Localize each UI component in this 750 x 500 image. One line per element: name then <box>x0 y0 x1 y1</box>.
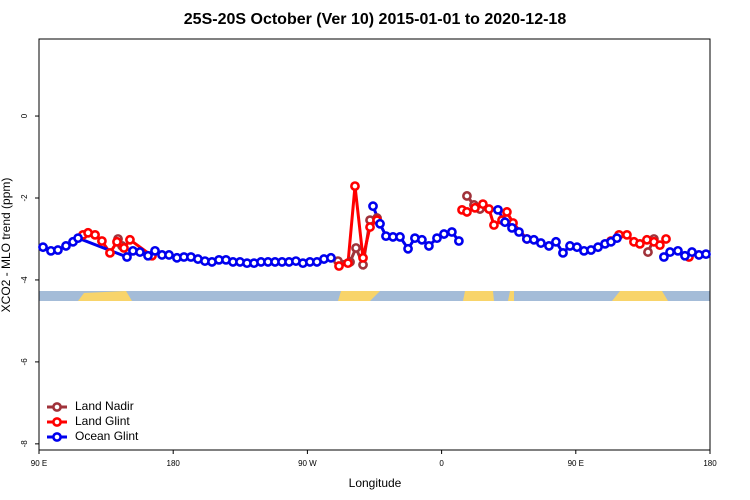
data-point <box>375 218 385 229</box>
data-point <box>143 250 153 261</box>
data-point <box>701 249 711 260</box>
data-point <box>432 233 442 244</box>
data-point <box>484 204 494 214</box>
land-mask <box>39 291 710 301</box>
x-tick-label: 90 E <box>31 459 47 468</box>
data-point <box>572 242 582 253</box>
land-patch <box>78 291 132 301</box>
x-tick-label: 180 <box>167 459 181 468</box>
data-point <box>622 229 632 240</box>
data-point <box>135 247 145 257</box>
x-tick-label: 180 <box>703 459 717 468</box>
data-point <box>365 222 375 232</box>
land-patch <box>338 291 380 301</box>
data-point <box>61 241 71 251</box>
data-point <box>478 199 488 210</box>
data-point <box>334 261 344 271</box>
data-point <box>558 248 568 258</box>
data-point <box>439 229 449 239</box>
land-patch <box>463 291 494 301</box>
data-point <box>536 238 546 248</box>
y-tick-label: -6 <box>20 358 29 366</box>
data-point <box>462 207 472 217</box>
data-point <box>507 223 517 233</box>
data-point <box>150 245 160 256</box>
data-point <box>73 233 83 244</box>
data-point <box>53 245 63 255</box>
data-point <box>417 234 427 245</box>
legend-marker <box>52 402 62 412</box>
data-point <box>395 232 405 242</box>
data-point <box>544 241 554 251</box>
legend-marker <box>52 432 62 442</box>
data-point <box>453 236 464 246</box>
data-point <box>493 204 503 215</box>
data-point <box>38 242 48 253</box>
data-point <box>358 252 368 263</box>
y-axis-label: XCO2 - MLO trend (ppm) <box>0 178 13 313</box>
data-point <box>514 227 524 237</box>
data-point <box>97 236 107 246</box>
data-point <box>643 247 653 257</box>
data-point <box>462 191 472 201</box>
data-point <box>489 220 499 230</box>
data-point <box>112 236 122 247</box>
y-tick-label: -4 <box>20 276 29 284</box>
data-point <box>343 258 353 269</box>
data-point <box>350 181 360 192</box>
data-point <box>90 229 100 240</box>
data-point <box>659 252 669 262</box>
data-point <box>612 233 622 244</box>
data-point <box>551 236 561 247</box>
data-point <box>654 240 665 251</box>
data-point <box>119 243 129 253</box>
legend-label: Land Nadir <box>75 399 134 413</box>
data-point <box>673 245 683 256</box>
x-tick-label: 0 <box>439 459 444 468</box>
data-point <box>661 234 671 244</box>
land-patch <box>508 291 514 301</box>
data-point <box>105 248 115 258</box>
data-point <box>680 250 690 261</box>
data-point <box>164 250 174 260</box>
legend-label: Ocean Glint <box>75 429 139 443</box>
data-point <box>368 201 378 212</box>
data-point <box>635 238 645 249</box>
x-tick-label: 90 W <box>298 459 317 468</box>
data-point <box>470 202 480 213</box>
data-point <box>502 207 512 217</box>
data-point <box>424 241 434 251</box>
y-tick-label: 0 <box>20 113 29 118</box>
data-point <box>351 243 361 253</box>
x-tick-label: 90 E <box>568 459 584 468</box>
chart-title: 25S-20S October (Ver 10) 2015-01-01 to 2… <box>184 11 567 28</box>
y-tick-label: -8 <box>20 440 29 448</box>
data-point <box>326 252 336 263</box>
legend-marker <box>52 417 62 427</box>
x-axis-label: Longitude <box>349 476 402 490</box>
legend-label: Land Glint <box>75 414 130 428</box>
data-point <box>125 234 135 245</box>
data-point <box>446 227 457 237</box>
land-patch <box>612 291 668 301</box>
data-point <box>403 243 413 254</box>
data-point <box>665 247 675 257</box>
data-point <box>500 217 510 228</box>
y-tick-label: -2 <box>20 194 29 202</box>
data-point <box>122 252 132 262</box>
